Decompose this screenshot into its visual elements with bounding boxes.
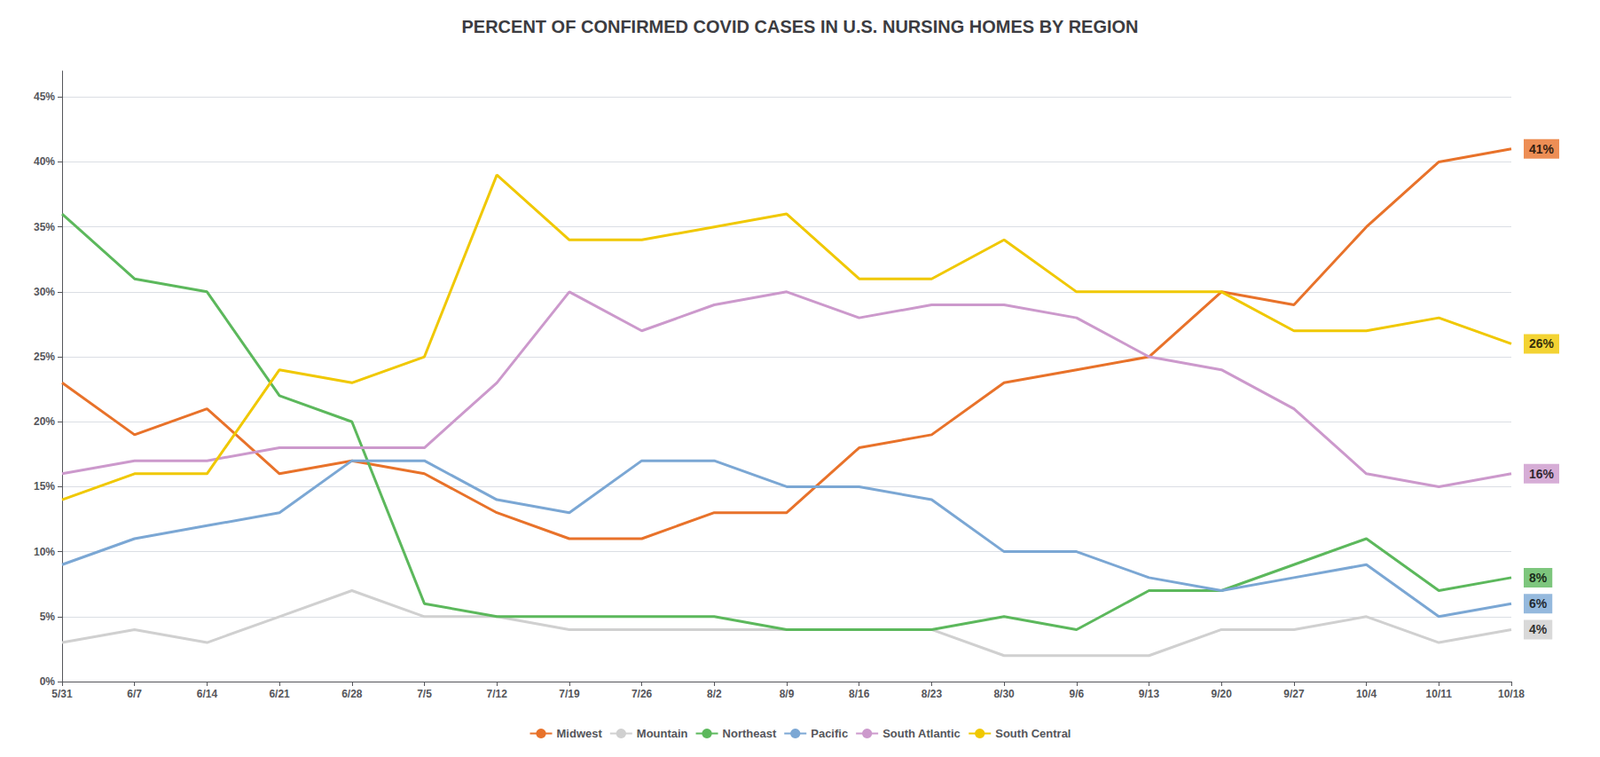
svg-text:15%: 15%: [33, 479, 55, 493]
svg-text:10/4: 10/4: [1356, 687, 1378, 700]
svg-text:6/28: 6/28: [341, 687, 363, 700]
svg-text:8/9: 8/9: [779, 687, 795, 700]
svg-text:4%: 4%: [1529, 621, 1548, 636]
svg-text:45%: 45%: [33, 90, 55, 103]
svg-text:7/26: 7/26: [631, 687, 653, 700]
svg-text:Midwest: Midwest: [556, 726, 604, 740]
svg-text:South Central: South Central: [995, 726, 1071, 740]
svg-text:Mountain: Mountain: [636, 726, 689, 740]
svg-text:7/5: 7/5: [416, 687, 432, 700]
svg-text:9/6: 9/6: [1068, 687, 1084, 700]
svg-text:7/12: 7/12: [486, 687, 509, 700]
svg-text:Pacific: Pacific: [810, 726, 848, 740]
svg-text:10/18: 10/18: [1498, 687, 1525, 700]
svg-text:8/2: 8/2: [706, 687, 722, 700]
svg-text:16%: 16%: [1529, 466, 1555, 481]
svg-text:Northeast: Northeast: [722, 726, 777, 740]
svg-text:6/21: 6/21: [268, 687, 291, 700]
svg-text:6%: 6%: [1529, 596, 1548, 611]
svg-text:35%: 35%: [33, 220, 55, 234]
svg-text:5/31: 5/31: [51, 687, 73, 700]
svg-text:25%: 25%: [33, 350, 55, 363]
svg-text:PERCENT OF CONFIRMED COVID CAS: PERCENT OF CONFIRMED COVID CASES IN U.S.…: [461, 16, 1138, 37]
svg-text:40%: 40%: [33, 155, 55, 168]
svg-text:10/11: 10/11: [1426, 687, 1453, 700]
svg-text:41%: 41%: [1529, 141, 1555, 157]
svg-text:8/23: 8/23: [921, 687, 943, 700]
svg-text:8%: 8%: [1529, 570, 1548, 585]
svg-text:26%: 26%: [1529, 336, 1555, 351]
svg-text:0%: 0%: [39, 674, 56, 688]
svg-text:7/19: 7/19: [558, 687, 581, 700]
svg-text:30%: 30%: [33, 285, 55, 299]
svg-text:5%: 5%: [39, 610, 56, 623]
svg-text:6/14: 6/14: [196, 687, 219, 700]
svg-text:8/16: 8/16: [848, 687, 871, 700]
svg-text:10%: 10%: [33, 545, 55, 558]
svg-text:9/13: 9/13: [1138, 687, 1161, 700]
svg-text:South Atlantic: South Atlantic: [882, 726, 961, 740]
svg-text:9/27: 9/27: [1283, 687, 1305, 700]
svg-text:20%: 20%: [33, 415, 55, 428]
svg-text:9/20: 9/20: [1211, 687, 1233, 700]
svg-text:8/30: 8/30: [993, 687, 1015, 700]
svg-text:6/7: 6/7: [126, 687, 142, 700]
